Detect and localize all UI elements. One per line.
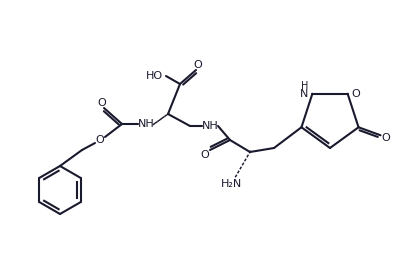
Text: NH: NH [202,121,219,131]
Text: NH: NH [138,119,154,129]
Text: O: O [201,150,209,160]
Text: H: H [300,81,308,91]
Text: O: O [96,135,104,145]
Text: O: O [351,89,360,99]
Text: O: O [193,60,202,70]
Text: O: O [98,98,106,108]
Text: O: O [381,133,390,143]
Text: HO: HO [145,71,162,81]
Text: H₂N: H₂N [221,179,243,189]
Text: N: N [300,89,308,99]
